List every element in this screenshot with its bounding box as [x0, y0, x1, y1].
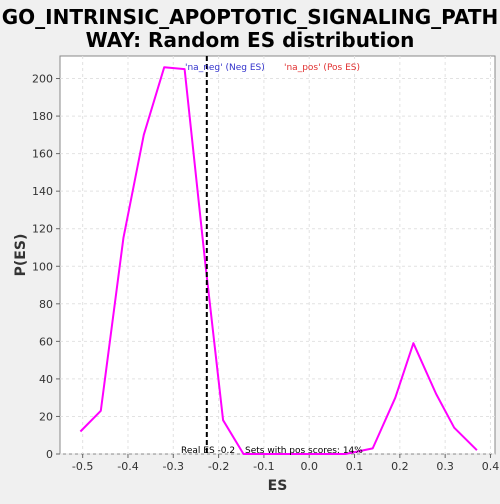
y-tick-label: 160 — [32, 148, 53, 161]
x-tick-label: 0.3 — [436, 460, 454, 473]
y-tick-label: 100 — [32, 260, 53, 273]
x-tick-label: -0.2 — [208, 460, 229, 473]
x-tick-label: -0.3 — [163, 460, 184, 473]
y-tick-label: 80 — [39, 298, 53, 311]
annotation-real-es: Real ES -0.2 — [181, 446, 235, 456]
y-tick-label: 20 — [39, 410, 53, 423]
series-layer — [79, 66, 478, 455]
y-axis-label: P(ES) — [13, 234, 29, 277]
y-tick-label: 60 — [39, 335, 53, 348]
y-tick-label: 200 — [32, 73, 53, 86]
annotation-pos-scores: Sets with pos scores: 14% — [245, 446, 363, 456]
x-tick-label: 0.0 — [300, 460, 318, 473]
y-tick-label: 180 — [32, 110, 53, 123]
chart-title-line-1: GO_INTRINSIC_APOPTOTIC_SIGNALING_PATH — [2, 5, 499, 29]
legend-pos: 'na_pos' (Pos ES) — [284, 63, 360, 73]
y-tick-label: 120 — [32, 223, 53, 236]
x-tick-label: -0.1 — [253, 460, 274, 473]
y-tick-label: 140 — [32, 185, 53, 198]
x-tick-label: 0.1 — [346, 460, 364, 473]
legend-neg: 'na_neg' (Neg ES) — [185, 63, 265, 73]
x-axis-label: ES — [268, 478, 288, 494]
axis-ticks: -0.5 -0.4 -0.3 -0.2 -0.1 0.0 0.1 0.2 0.3 0.4 0 20 40… — [32, 73, 499, 473]
x-tick-label: -0.4 — [117, 460, 138, 473]
x-tick-label: 0.4 — [482, 460, 500, 473]
x-tick-label: -0.5 — [72, 460, 93, 473]
plot-area — [59, 55, 496, 455]
x-tick-label: 0.2 — [391, 460, 409, 473]
y-tick-label: 0 — [46, 448, 53, 461]
y-tick-label: 40 — [39, 373, 53, 386]
chart-title-line-2: WAY: Random ES distribution — [86, 28, 415, 52]
series-line — [79, 66, 478, 455]
